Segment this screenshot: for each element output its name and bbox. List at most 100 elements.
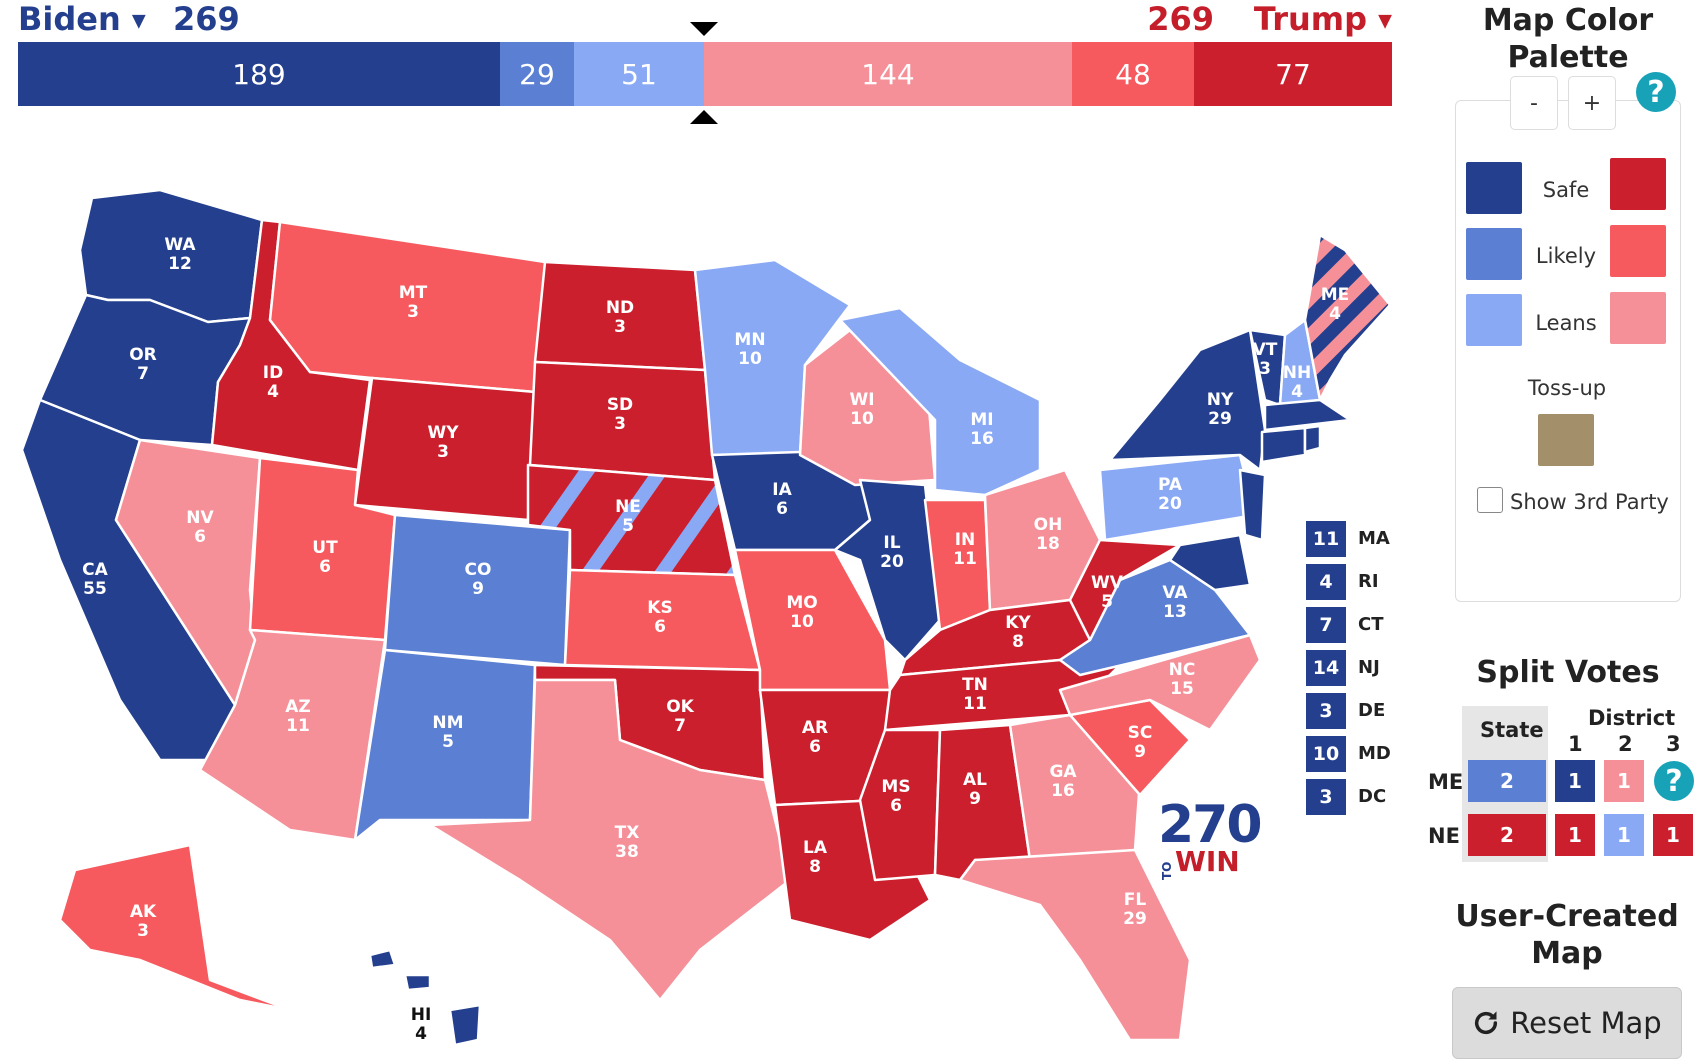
swatch-tossup[interactable] (1538, 414, 1594, 466)
label-wv: WV 5 (1091, 573, 1124, 612)
label-sd: SD 3 (607, 395, 633, 434)
ri-label: RI (1358, 571, 1379, 592)
label-wa: WA 12 (164, 235, 196, 274)
label-nm: NM 5 (432, 713, 463, 752)
state-ma[interactable] (1263, 398, 1352, 432)
state-hi[interactable] (448, 1003, 482, 1047)
label-ga: GA 16 (1049, 762, 1077, 801)
help-icon[interactable]: ? (1636, 72, 1676, 112)
tossup-label: Toss-up (1527, 376, 1607, 400)
ne-district-3-cell[interactable]: 1 (1653, 814, 1693, 856)
de-label: DE (1358, 700, 1386, 721)
me-district-2-cell[interactable]: 1 (1604, 760, 1644, 802)
reset-map-label: Reset Map (1510, 1006, 1662, 1040)
state-wv[interactable] (1068, 538, 1182, 642)
label-az: AZ 11 (285, 697, 310, 736)
state-mi[interactable] (838, 306, 1042, 497)
bar-likely-rep: 48 (1072, 42, 1194, 106)
label-ky: KY 8 (1005, 613, 1031, 652)
bar-leans-dem: 51 (574, 42, 704, 106)
ne-district-2-cell[interactable]: 1 (1604, 814, 1644, 856)
label-mo: MO 10 (786, 593, 817, 632)
md-label: MD (1358, 743, 1391, 764)
logo-to: TO (1160, 861, 1174, 880)
label-ny: NY 29 (1207, 390, 1234, 429)
label-or: OR 7 (129, 345, 157, 384)
user-created-map-title: User-Created Map (1455, 899, 1679, 971)
left-candidate-name: Biden (18, 0, 121, 38)
label-ak: AK 3 (130, 902, 157, 941)
label-ar: AR 6 (802, 718, 828, 757)
label-al: AL 9 (963, 770, 987, 809)
chevron-down-icon: ▼ (1378, 10, 1392, 32)
district-3-header: 3 (1666, 732, 1681, 756)
biden-selector[interactable]: Biden ▼ (18, 0, 146, 38)
ne-row-label: NE (1428, 824, 1460, 848)
zoom-in-button[interactable]: + (1568, 76, 1616, 130)
state-header: State (1480, 718, 1544, 742)
ct-box[interactable]: 7 (1306, 607, 1346, 643)
me-state-cell[interactable]: 2 (1468, 760, 1546, 802)
district-header: District (1588, 706, 1676, 730)
midpoint-marker-top-icon (690, 22, 718, 36)
de-box[interactable]: 3 (1306, 693, 1346, 729)
label-il: IL 20 (880, 533, 904, 572)
ma-box[interactable]: 11 (1306, 521, 1346, 557)
me-district-1-cell[interactable]: 1 (1555, 760, 1595, 802)
md-box[interactable]: 10 (1306, 736, 1346, 772)
swatch-leans-rep[interactable] (1610, 292, 1666, 344)
swatch-safe-dem[interactable] (1466, 162, 1522, 214)
ma-label: MA (1358, 528, 1390, 549)
state-ny[interactable] (1108, 328, 1267, 472)
label-co: CO 9 (465, 560, 492, 599)
label-ca: CA 55 (82, 560, 108, 599)
label-me: ME 4 (1321, 285, 1350, 324)
zoom-out-button[interactable]: - (1510, 76, 1558, 130)
ri-box[interactable]: 4 (1306, 564, 1346, 600)
refresh-icon (1475, 1011, 1498, 1035)
dc-box[interactable]: 3 (1306, 779, 1346, 815)
ne-state-cell[interactable]: 2 (1468, 814, 1546, 856)
likely-label: Likely (1535, 244, 1597, 268)
label-sc: SC 9 (1128, 723, 1153, 762)
label-ne: NE 5 (615, 497, 641, 536)
ne-district-1-cell[interactable]: 1 (1555, 814, 1595, 856)
label-la: LA 8 (803, 838, 828, 877)
swatch-likely-rep[interactable] (1610, 225, 1666, 277)
electoral-vote-bar: 189 29 51 144 48 77 (18, 42, 1392, 106)
state-md[interactable] (1168, 533, 1252, 592)
state-ri[interactable] (1303, 424, 1322, 454)
state-tx[interactable] (428, 678, 792, 1002)
ct-label: CT (1358, 614, 1384, 635)
show-third-party-checkbox[interactable] (1477, 487, 1503, 513)
swatch-leans-dem[interactable] (1466, 294, 1522, 346)
midpoint-marker-bottom-icon (690, 110, 718, 124)
state-labels: WA 12 OR 7 CA 55 NV 6 ID 4 MT 3 WY 3 UT 6 AZ 11 C… (82, 235, 1349, 1044)
state-az[interactable] (198, 628, 387, 842)
tally-header: Biden ▼ 269 269 Trump ▼ (18, 0, 1392, 40)
trump-total: 269 (1147, 0, 1214, 38)
state-ms[interactable] (858, 728, 942, 882)
split-votes-help-icon[interactable]: ? (1654, 761, 1694, 801)
safe-label: Safe (1542, 178, 1590, 202)
state-hi-3[interactable] (403, 973, 432, 992)
bar-leans-rep: 144 (704, 42, 1072, 106)
state-nm[interactable] (353, 648, 537, 842)
reset-map-button[interactable]: Reset Map (1452, 987, 1682, 1059)
trump-selector[interactable]: Trump ▼ (1254, 0, 1392, 38)
leans-label: Leans (1535, 311, 1597, 335)
label-oh: OH 18 (1034, 515, 1063, 554)
state-ct[interactable] (1260, 426, 1307, 464)
label-ok: OK 7 (666, 697, 694, 736)
me-row-label: ME (1428, 770, 1464, 794)
state-ak[interactable] (58, 843, 292, 1012)
state-nj[interactable] (1238, 468, 1267, 542)
label-mn: MN 10 (734, 330, 765, 369)
swatch-likely-dem[interactable] (1466, 228, 1522, 280)
state-hi-2[interactable] (368, 948, 397, 970)
label-fl: FL 29 (1123, 890, 1147, 929)
state-fl[interactable] (958, 848, 1192, 1042)
swatch-safe-rep[interactable] (1610, 158, 1666, 210)
state-me[interactable] (1303, 233, 1392, 402)
nj-box[interactable]: 14 (1306, 650, 1346, 686)
